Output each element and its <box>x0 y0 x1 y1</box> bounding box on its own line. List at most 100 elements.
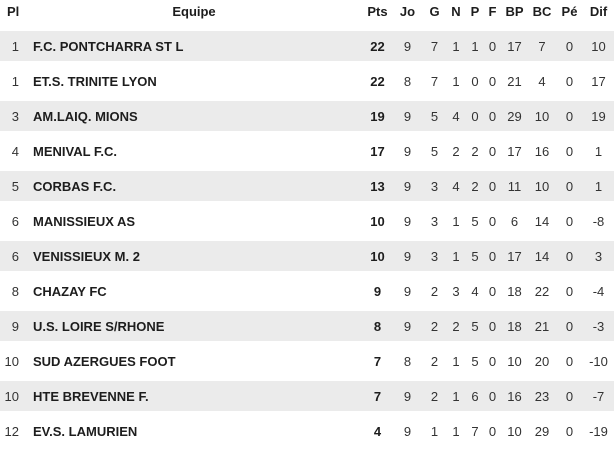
place-cell: 6 <box>0 239 25 274</box>
table-row: 10 HTE BREVENNE F. 7 9 2 1 6 0 16 23 0 -… <box>0 379 614 414</box>
goals-for-cell: 21 <box>501 64 528 99</box>
forfeits-cell: 0 <box>484 309 501 344</box>
draws-cell: 3 <box>446 274 466 309</box>
played-cell: 8 <box>392 344 423 379</box>
penalty-cell: 0 <box>556 99 583 134</box>
wins-cell: 3 <box>423 169 446 204</box>
points-cell: 4 <box>363 414 392 449</box>
goals-against-cell: 14 <box>528 239 556 274</box>
goals-for-cell: 17 <box>501 134 528 169</box>
points-cell: 13 <box>363 169 392 204</box>
losses-cell: 5 <box>466 239 484 274</box>
forfeits-cell: 0 <box>484 414 501 449</box>
losses-cell: 2 <box>466 169 484 204</box>
played-cell: 9 <box>392 134 423 169</box>
draws-cell: 4 <box>446 99 466 134</box>
penalty-cell: 0 <box>556 414 583 449</box>
penalty-cell: 0 <box>556 134 583 169</box>
table-row: 5 CORBAS F.C. 13 9 3 4 2 0 11 10 0 1 <box>0 169 614 204</box>
table-row: 10 SUD AZERGUES FOOT 7 8 2 1 5 0 10 20 0… <box>0 344 614 379</box>
goals-for-cell: 29 <box>501 99 528 134</box>
column-header-played: Jo <box>399 4 416 19</box>
goal-diff-cell: 1 <box>583 134 614 169</box>
losses-cell: 0 <box>466 99 484 134</box>
goal-diff-cell: 3 <box>583 239 614 274</box>
place-cell: 9 <box>0 309 25 344</box>
goals-for-cell: 10 <box>501 414 528 449</box>
column-header-points: Pts <box>367 4 388 19</box>
points-cell: 10 <box>363 239 392 274</box>
goals-against-cell: 7 <box>528 29 556 64</box>
played-cell: 8 <box>392 64 423 99</box>
penalty-cell: 0 <box>556 274 583 309</box>
forfeits-cell: 0 <box>484 344 501 379</box>
draws-cell: 1 <box>446 379 466 414</box>
wins-cell: 7 <box>423 64 446 99</box>
penalty-cell: 0 <box>556 29 583 64</box>
wins-cell: 2 <box>423 309 446 344</box>
wins-cell: 3 <box>423 204 446 239</box>
goals-against-cell: 20 <box>528 344 556 379</box>
goals-for-cell: 16 <box>501 379 528 414</box>
points-cell: 22 <box>363 29 392 64</box>
losses-cell: 5 <box>466 309 484 344</box>
place-cell: 1 <box>0 64 25 99</box>
goals-against-cell: 4 <box>528 64 556 99</box>
table-header: Pl Equipe Pts Jo G N P F BP BC Pé Dif <box>0 0 614 29</box>
goals-against-cell: 23 <box>528 379 556 414</box>
draws-cell: 1 <box>446 414 466 449</box>
losses-cell: 6 <box>466 379 484 414</box>
place-cell: 12 <box>0 414 25 449</box>
losses-cell: 5 <box>466 204 484 239</box>
table-row: 3 AM.LAIQ. MIONS 19 9 5 4 0 0 29 10 0 19 <box>0 99 614 134</box>
forfeits-cell: 0 <box>484 379 501 414</box>
points-cell: 8 <box>363 309 392 344</box>
played-cell: 9 <box>392 309 423 344</box>
table-row: 8 CHAZAY FC 9 9 2 3 4 0 18 22 0 -4 <box>0 274 614 309</box>
table-row: 6 MANISSIEUX AS 10 9 3 1 5 0 6 14 0 -8 <box>0 204 614 239</box>
table-body: 1 F.C. PONTCHARRA ST L 22 9 7 1 1 0 17 7… <box>0 29 614 449</box>
team-name-cell: MANISSIEUX AS <box>25 204 363 239</box>
forfeits-cell: 0 <box>484 134 501 169</box>
goals-for-cell: 17 <box>501 29 528 64</box>
place-cell: 10 <box>0 344 25 379</box>
team-name-cell: AM.LAIQ. MIONS <box>25 99 363 134</box>
team-name-cell: EV.S. LAMURIEN <box>25 414 363 449</box>
goals-against-cell: 14 <box>528 204 556 239</box>
goal-diff-cell: 19 <box>583 99 614 134</box>
points-cell: 7 <box>363 344 392 379</box>
place-cell: 4 <box>0 134 25 169</box>
goals-for-cell: 6 <box>501 204 528 239</box>
losses-cell: 2 <box>466 134 484 169</box>
draws-cell: 1 <box>446 344 466 379</box>
played-cell: 9 <box>392 169 423 204</box>
team-name-cell: ET.S. TRINITE LYON <box>25 64 363 99</box>
goal-diff-cell: -10 <box>583 344 614 379</box>
wins-cell: 2 <box>423 379 446 414</box>
points-cell: 22 <box>363 64 392 99</box>
forfeits-cell: 0 <box>484 169 501 204</box>
penalty-cell: 0 <box>556 239 583 274</box>
penalty-cell: 0 <box>556 64 583 99</box>
goals-against-cell: 16 <box>528 134 556 169</box>
points-cell: 17 <box>363 134 392 169</box>
column-header-place: Pl <box>7 4 20 19</box>
column-header-team: Equipe <box>172 4 216 19</box>
goal-diff-cell: -19 <box>583 414 614 449</box>
points-cell: 9 <box>363 274 392 309</box>
team-name-cell: U.S. LOIRE S/RHONE <box>25 309 363 344</box>
team-name-cell: VENISSIEUX M. 2 <box>25 239 363 274</box>
played-cell: 9 <box>392 29 423 64</box>
points-cell: 10 <box>363 204 392 239</box>
forfeits-cell: 0 <box>484 64 501 99</box>
draws-cell: 1 <box>446 64 466 99</box>
wins-cell: 1 <box>423 414 446 449</box>
draws-cell: 2 <box>446 309 466 344</box>
goals-for-cell: 10 <box>501 344 528 379</box>
goals-against-cell: 29 <box>528 414 556 449</box>
place-cell: 5 <box>0 169 25 204</box>
penalty-cell: 0 <box>556 309 583 344</box>
goal-diff-cell: -8 <box>583 204 614 239</box>
losses-cell: 7 <box>466 414 484 449</box>
